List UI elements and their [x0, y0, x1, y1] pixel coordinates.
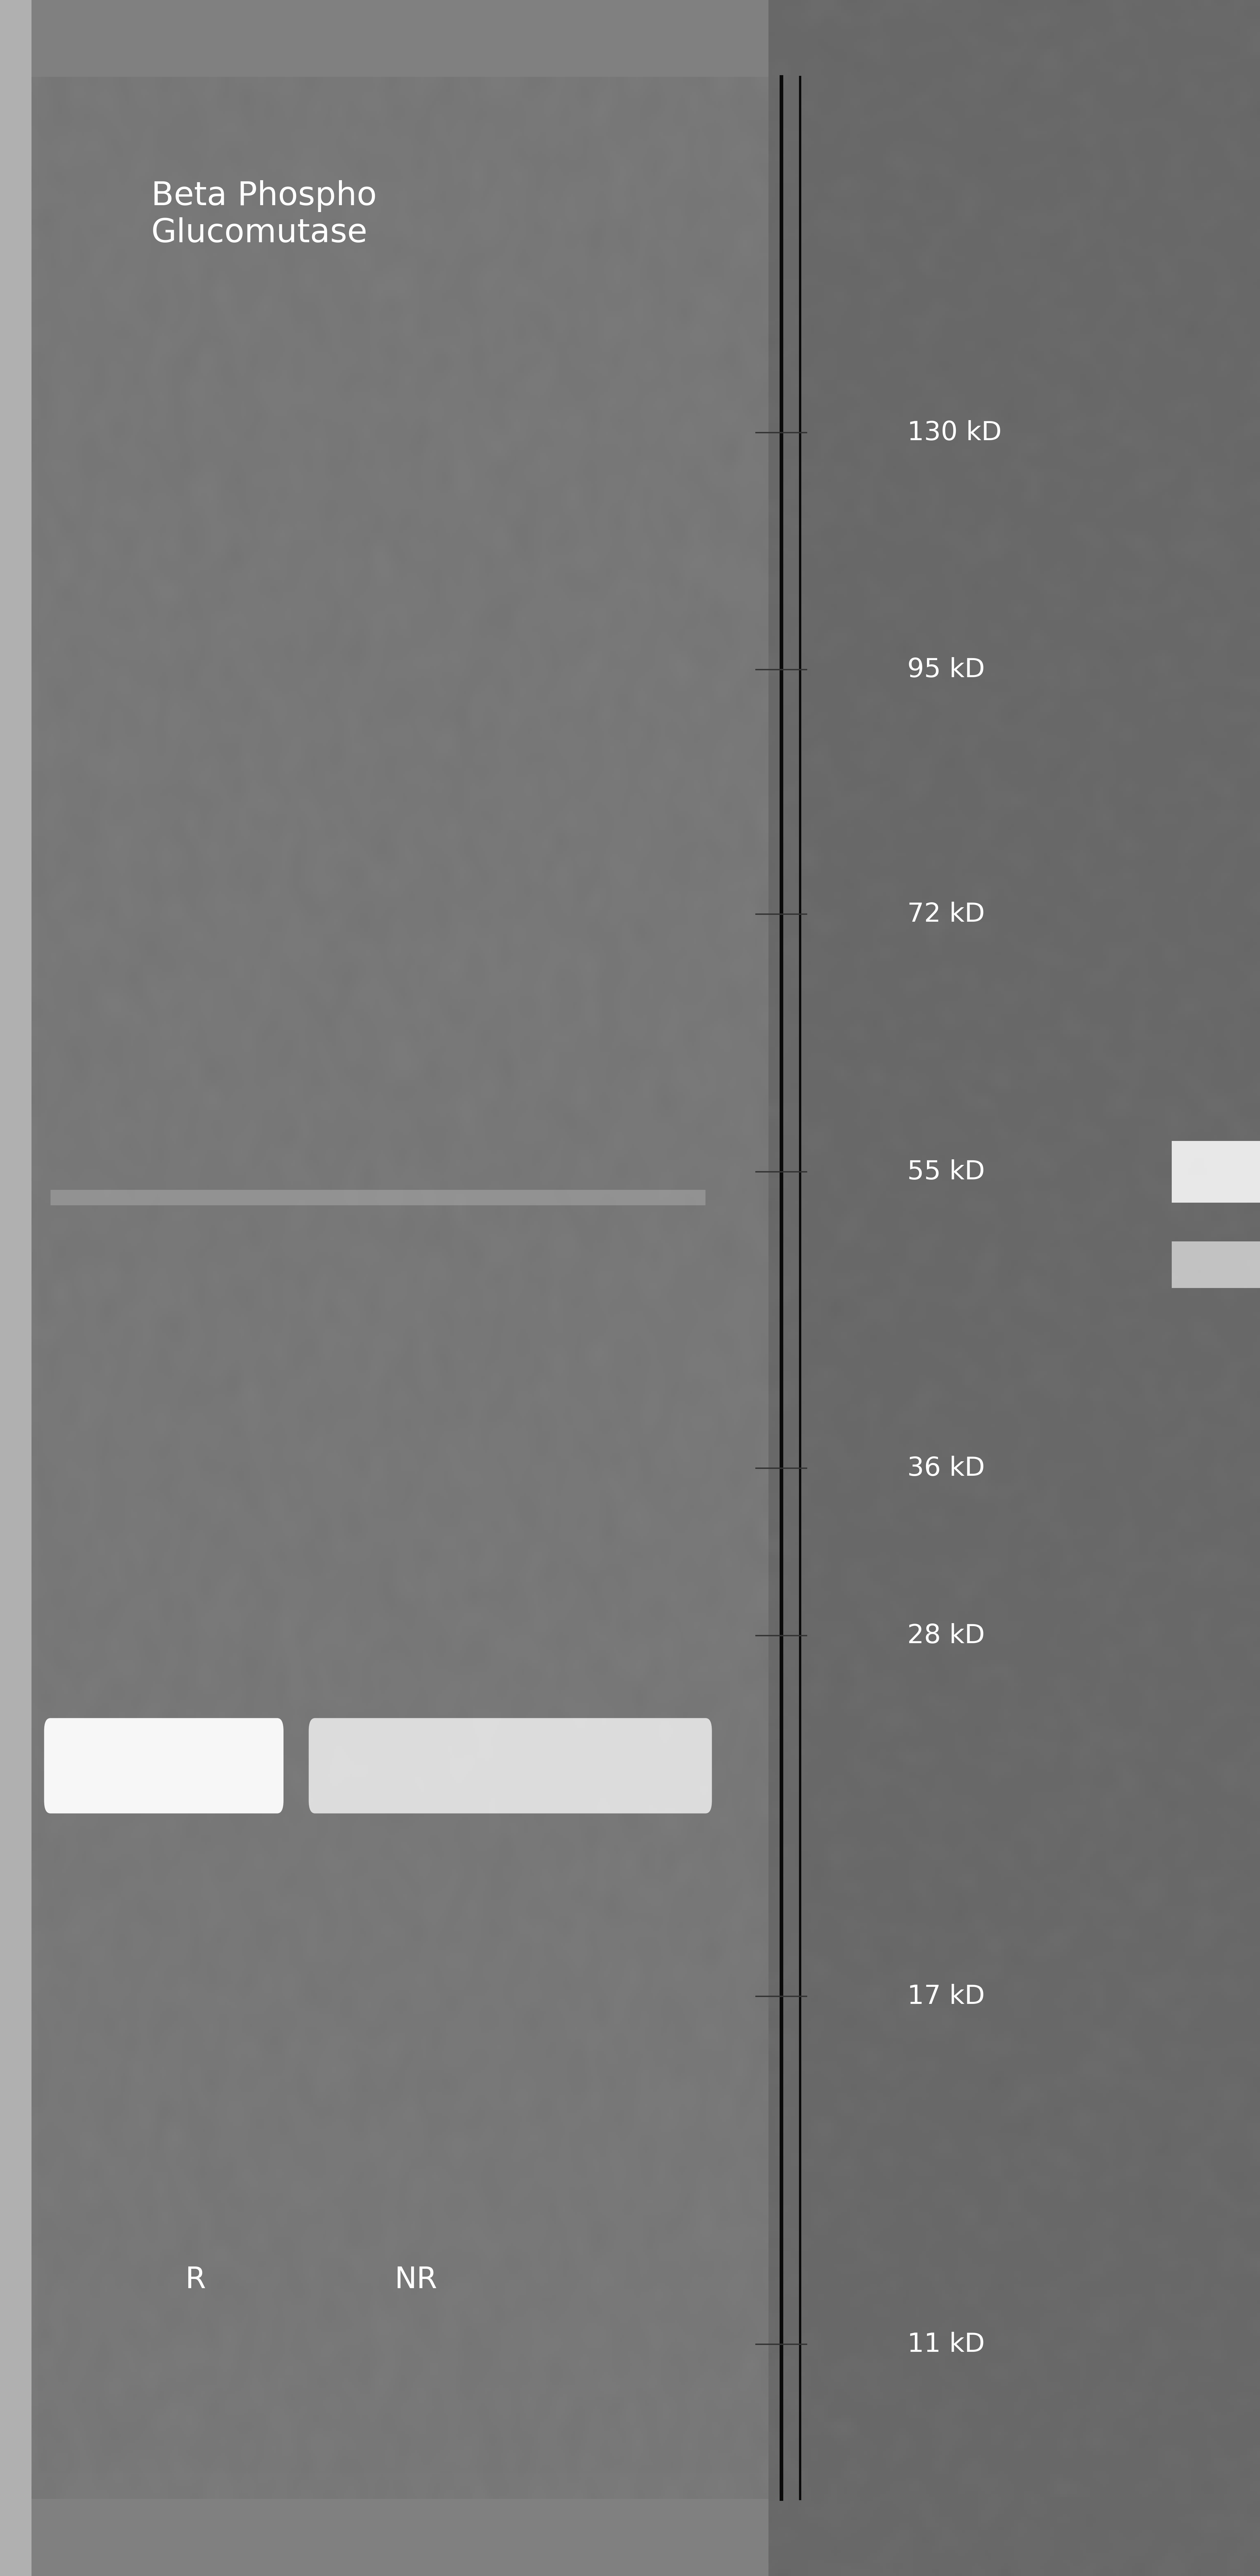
Text: Beta Phospho
Glucomutase: Beta Phospho Glucomutase [151, 180, 377, 250]
Text: R: R [185, 2264, 205, 2295]
Text: 11 kD: 11 kD [907, 2331, 985, 2357]
Text: NR: NR [394, 2264, 437, 2295]
Text: 28 kD: 28 kD [907, 1623, 985, 1649]
Bar [769, 0, 1260, 2576]
FancyBboxPatch shape [44, 1718, 284, 1814]
Bar [38, 77, 769, 2473]
Text: 55 kD: 55 kD [907, 1159, 985, 1185]
Text: 95 kD: 95 kD [907, 657, 985, 683]
Bar [1172, 1242, 1260, 1288]
Text: 130 kD: 130 kD [907, 420, 1002, 446]
Text: 36 kD: 36 kD [907, 1455, 985, 1481]
Bar [50, 1190, 706, 1206]
Text: 72 kD: 72 kD [907, 902, 985, 927]
Text: 17 kD: 17 kD [907, 1984, 985, 2009]
FancyBboxPatch shape [309, 1718, 712, 1814]
Bar [1172, 1141, 1260, 1203]
Bar [0, 0, 32, 2576]
